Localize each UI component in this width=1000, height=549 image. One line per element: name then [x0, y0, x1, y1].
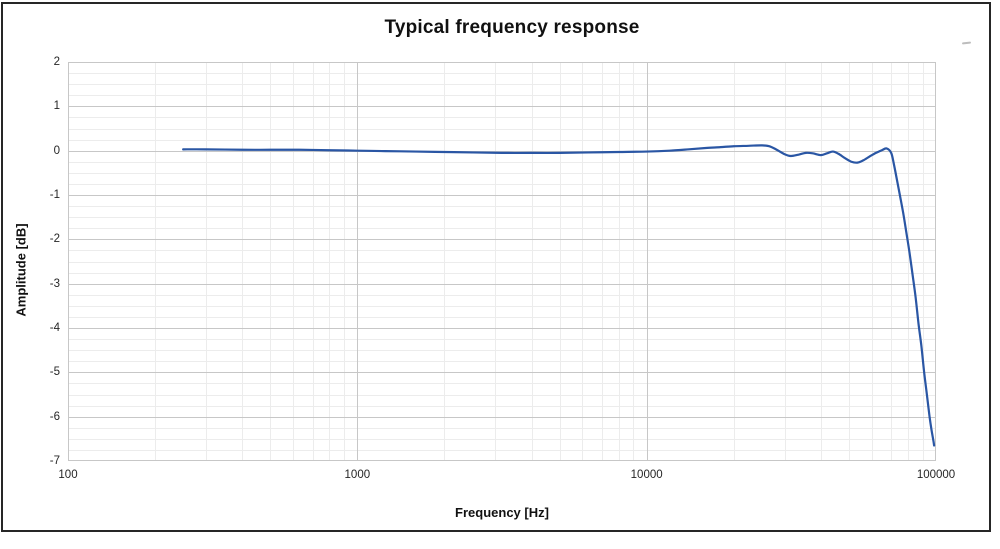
x-tick-label: 100000 [916, 469, 956, 481]
y-tick-label: -5 [49, 366, 60, 379]
minor-gridlines [68, 62, 936, 461]
y-tick-label: -4 [49, 322, 60, 334]
y-tick-label: -1 [49, 189, 60, 201]
plot-area [68, 62, 936, 461]
y-tick-label: -3 [49, 277, 60, 290]
x-tick-label: 10000 [630, 469, 663, 481]
y-tick-label: 2 [53, 56, 60, 68]
x-axis-title: Frequency [Hz] [455, 505, 549, 520]
y-tick-label: -6 [49, 410, 60, 423]
major-gridlines [68, 62, 936, 461]
y-tick-label: 0 [53, 144, 60, 157]
chart-title: Typical frequency response [384, 17, 640, 38]
response-curve [182, 144, 936, 447]
x-tick-label: 100 [58, 469, 78, 481]
y-tick-label: 1 [53, 100, 60, 113]
plot-border [68, 62, 936, 461]
y-tick-label: -7 [49, 455, 60, 467]
x-tick-label: 1000 [344, 469, 371, 481]
y-tick-label: -2 [49, 233, 60, 246]
